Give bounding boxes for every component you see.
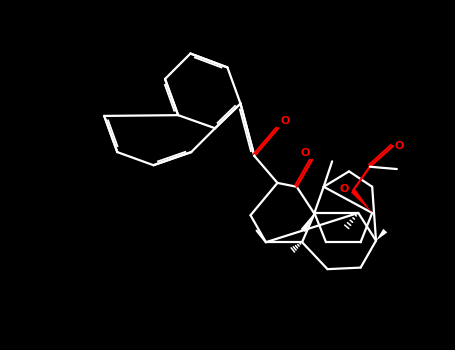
Polygon shape [301, 213, 314, 232]
Text: O: O [280, 116, 289, 126]
Text: O: O [301, 148, 310, 158]
Text: O: O [395, 141, 404, 151]
Polygon shape [351, 189, 372, 213]
Polygon shape [376, 229, 387, 241]
Text: O: O [340, 184, 349, 194]
